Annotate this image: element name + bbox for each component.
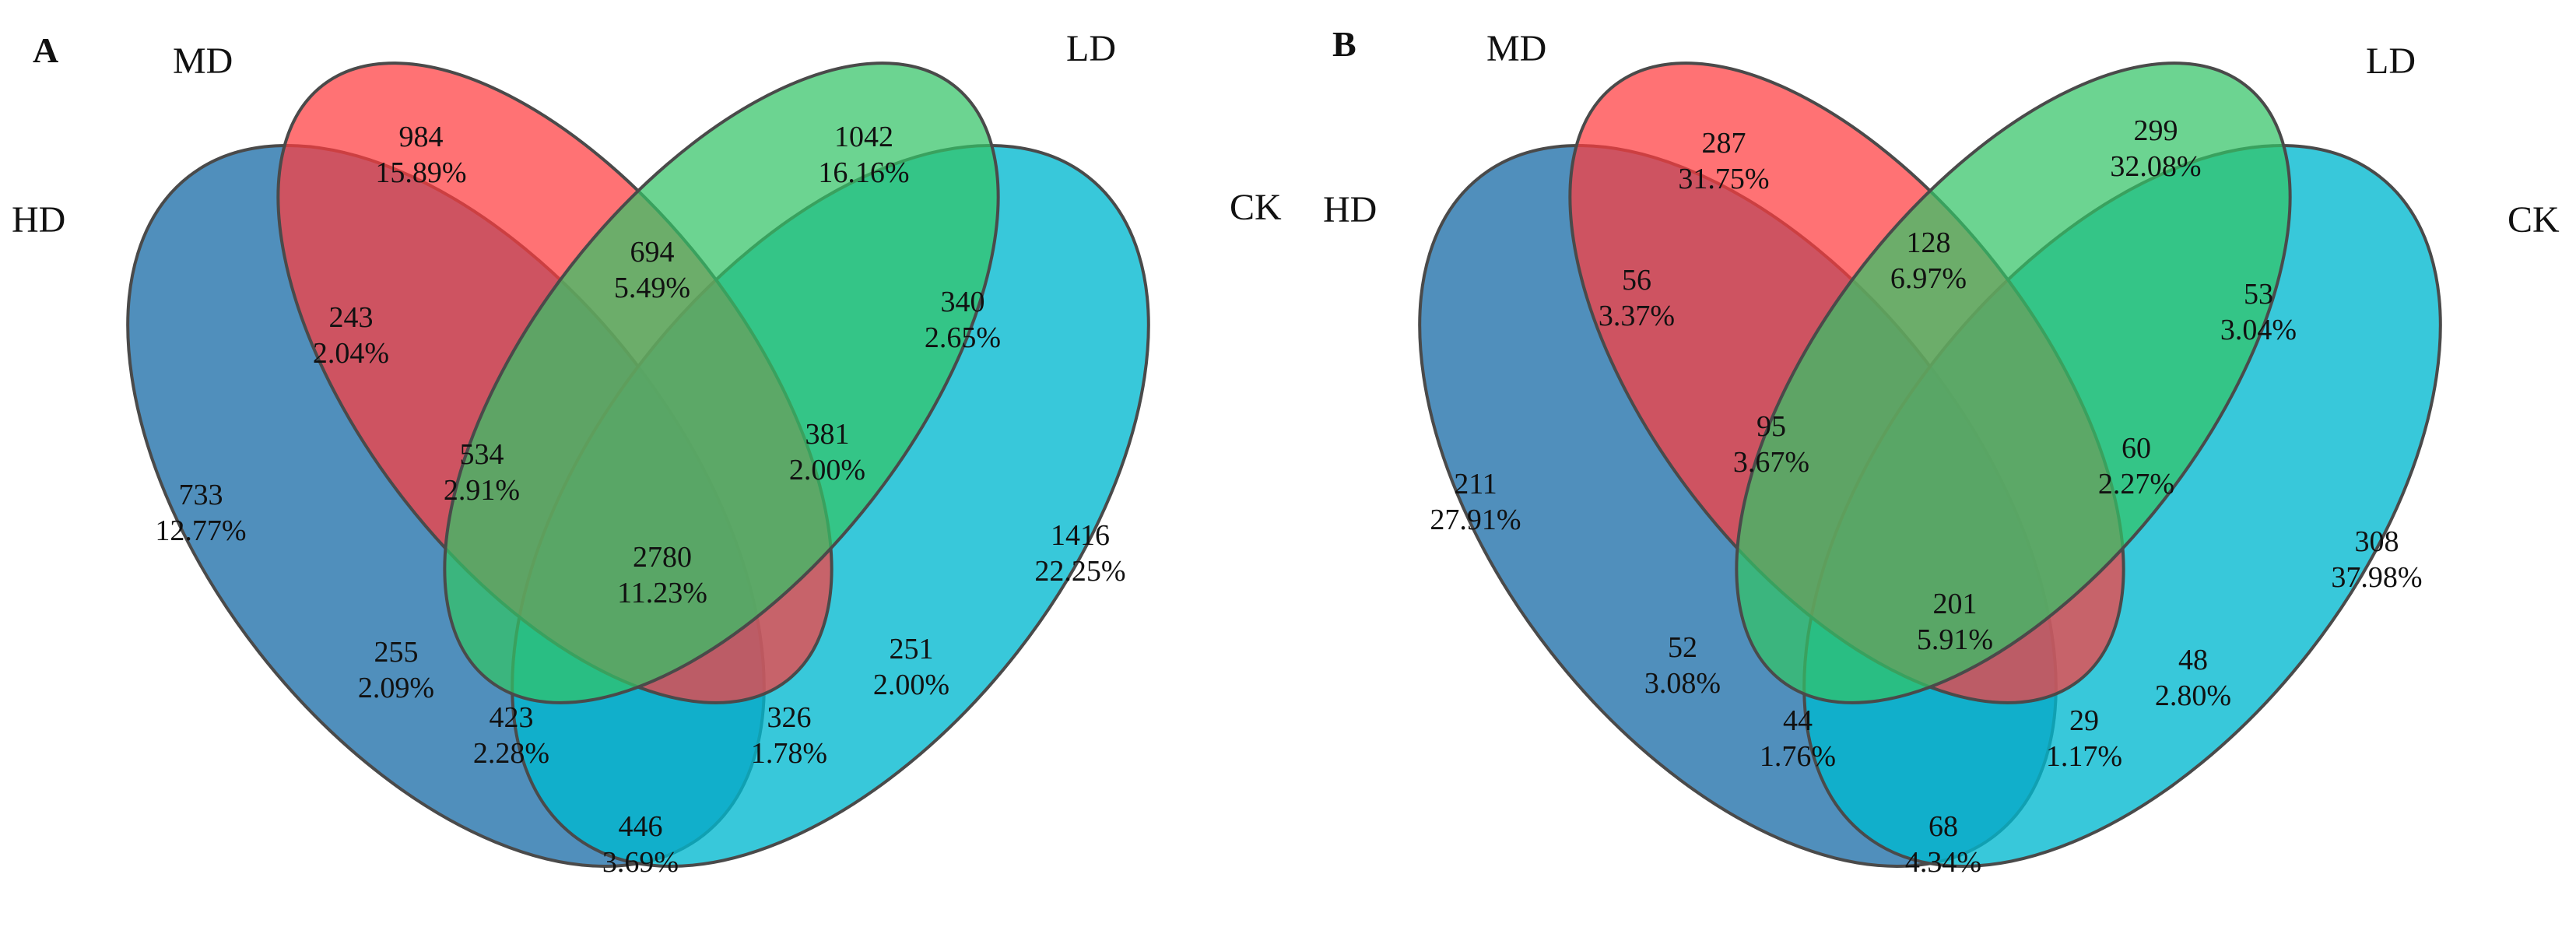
- region-hd-md-ld-pct: 2.91%: [444, 474, 520, 507]
- set-label-ck: CK: [2508, 199, 2560, 241]
- region-hd-ld-ck-pct: 2.28%: [473, 737, 549, 770]
- region-hd-only-count: 733: [179, 479, 223, 511]
- region-hd-ld-ck-count: 423: [490, 701, 534, 734]
- set-label-md: MD: [173, 40, 233, 82]
- region-ck-only-pct: 37.98%: [2331, 561, 2422, 594]
- region-hd-ck-pct: 3.69%: [602, 846, 679, 879]
- panel-label-a: A: [33, 30, 58, 70]
- region-hd-only-count: 211: [1454, 468, 1497, 500]
- region-all-pct: 5.91%: [1917, 623, 1993, 656]
- region-ck-only-count: 1416: [1051, 519, 1110, 552]
- region-hd-md-ld-count: 95: [1757, 410, 1786, 443]
- region-hd-md-ck-pct: 1.78%: [751, 737, 827, 770]
- region-md-only-pct: 31.75%: [1678, 163, 1769, 195]
- ellipse-ld: [443, 61, 1000, 704]
- region-hd-md-ck-count: 29: [2069, 704, 2099, 737]
- region-ld-ck-pct: 3.04%: [2220, 314, 2297, 346]
- region-hd-ck-count: 446: [619, 810, 663, 843]
- venn-panel-a: A MD HD LD CK 984 15.89% 1042 16.16% 694…: [12, 28, 1282, 879]
- region-md-ld-pct: 6.97%: [1890, 262, 1967, 295]
- ellipse-ld: [1735, 61, 2292, 704]
- region-hd-md-ld-count: 534: [460, 438, 504, 471]
- region-md-ld-ck-pct: 2.00%: [789, 454, 865, 486]
- region-ld-only-count: 299: [2134, 114, 2178, 147]
- region-md-only-count: 287: [1702, 127, 1746, 160]
- region-hd-ld-pct: 2.09%: [358, 672, 434, 704]
- region-md-ld-ck-pct: 2.27%: [2098, 468, 2174, 500]
- region-hd-ld-count: 255: [374, 636, 419, 669]
- venn-panel-b: B MD HD LD CK 287 31.75% 299 32.08% 128 …: [1323, 24, 2560, 879]
- panel-label-b: B: [1332, 24, 1356, 64]
- set-label-ck: CK: [1230, 187, 1282, 228]
- region-md-ck-count: 251: [890, 633, 934, 665]
- region-hd-md-pct: 2.04%: [313, 337, 389, 370]
- region-ld-only-count: 1042: [834, 121, 893, 153]
- region-md-ck-pct: 2.00%: [873, 669, 949, 701]
- region-hd-md-ck-count: 326: [767, 701, 812, 734]
- region-ld-ck-count: 53: [2244, 278, 2273, 311]
- region-hd-ld-pct: 3.08%: [1644, 667, 1721, 700]
- region-ld-only-pct: 32.08%: [2110, 150, 2201, 183]
- set-label-ld: LD: [2366, 40, 2416, 82]
- region-hd-ck-pct: 4.34%: [1905, 846, 1981, 879]
- region-hd-only-pct: 27.91%: [1430, 504, 1521, 536]
- region-ld-ck-pct: 2.65%: [925, 321, 1001, 354]
- region-md-ld-pct: 5.49%: [614, 272, 690, 304]
- region-all-count: 201: [1933, 588, 1978, 620]
- region-labels: 984 15.89% 1042 16.16% 694 5.49% 243 2.0…: [155, 121, 1125, 879]
- region-all-count: 2780: [633, 541, 692, 574]
- region-ck-only-count: 308: [2355, 525, 2399, 558]
- region-md-ck-pct: 2.80%: [2155, 679, 2231, 712]
- region-md-only-count: 984: [399, 121, 444, 153]
- region-all-pct: 11.23%: [617, 577, 707, 609]
- region-ck-only-pct: 22.25%: [1034, 555, 1125, 588]
- region-hd-only-pct: 12.77%: [155, 514, 246, 547]
- region-md-ld-count: 128: [1907, 226, 1951, 259]
- region-md-ck-count: 48: [2178, 644, 2208, 676]
- region-md-ld-ck-count: 60: [2122, 432, 2151, 465]
- region-md-ld-ck-count: 381: [805, 418, 850, 451]
- region-hd-ck-count: 68: [1928, 810, 1958, 843]
- set-label-md: MD: [1486, 28, 1546, 69]
- region-ld-only-pct: 16.16%: [818, 156, 909, 189]
- region-ld-ck-count: 340: [941, 286, 985, 318]
- region-md-ld-count: 694: [630, 236, 675, 269]
- set-label-ld: LD: [1066, 28, 1116, 69]
- region-hd-md-ld-pct: 3.67%: [1733, 446, 1809, 479]
- region-hd-md-pct: 3.37%: [1599, 300, 1675, 332]
- region-hd-md-count: 56: [1622, 264, 1651, 297]
- region-labels: 287 31.75% 299 32.08% 128 6.97% 56 3.37%…: [1430, 114, 2422, 879]
- region-hd-ld-ck-count: 44: [1783, 704, 1813, 737]
- venn-set-ld: [1735, 61, 2292, 704]
- region-hd-ld-ck-pct: 1.76%: [1760, 740, 1836, 773]
- set-label-hd: HD: [12, 199, 65, 241]
- region-md-only-pct: 15.89%: [375, 156, 466, 189]
- region-hd-ld-count: 52: [1668, 631, 1697, 664]
- set-label-hd: HD: [1323, 189, 1377, 230]
- venn-set-ld: [443, 61, 1000, 704]
- region-hd-md-ck-pct: 1.17%: [2046, 740, 2122, 773]
- region-hd-md-count: 243: [329, 301, 374, 334]
